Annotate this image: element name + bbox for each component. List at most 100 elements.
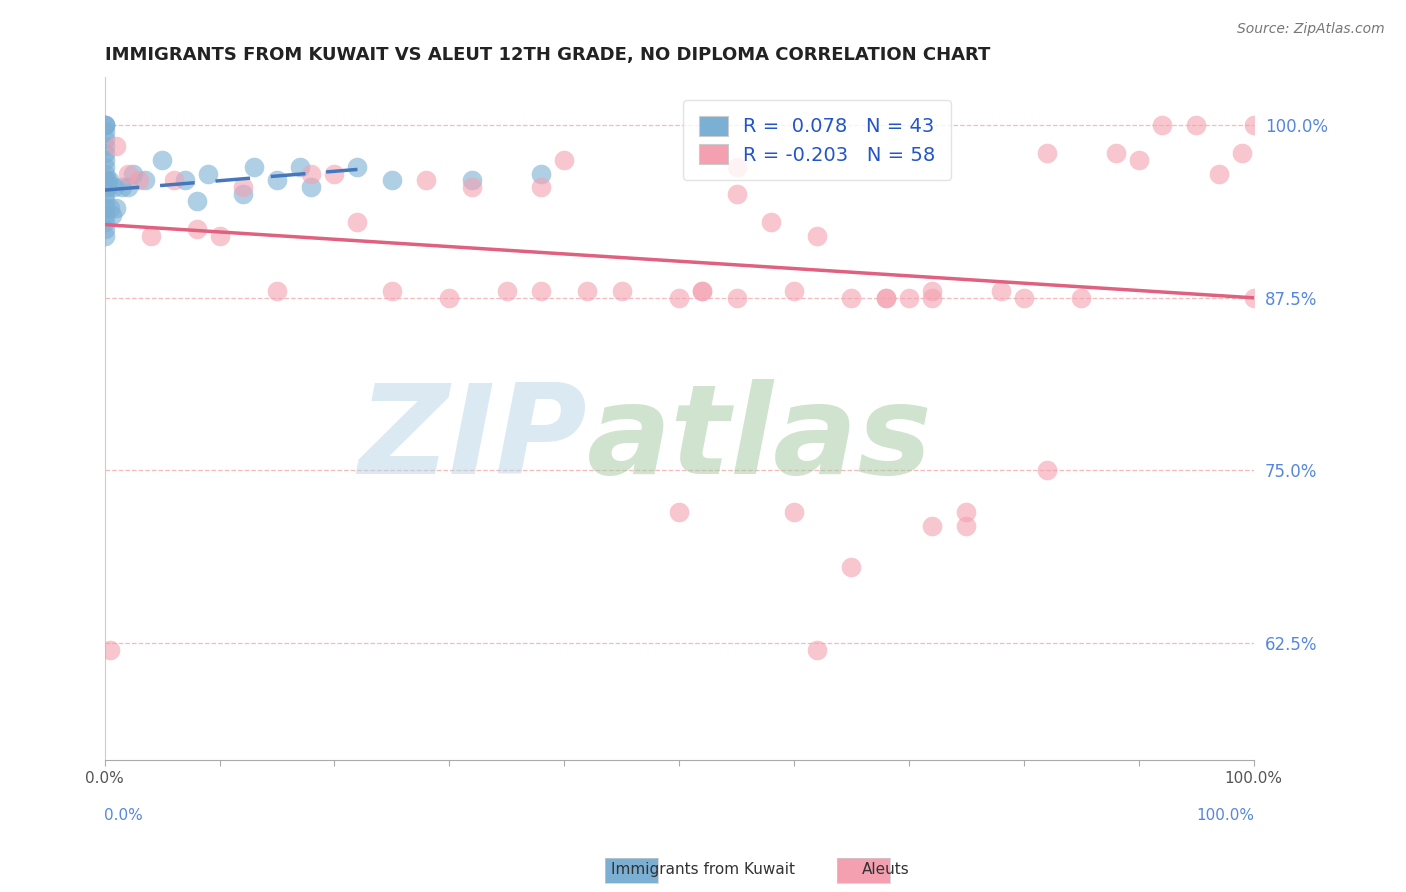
Point (1208, 167, 1230, 181)
Point (162, 173, 184, 187)
Point (186, 221, 208, 235)
Point (439, 291, 461, 305)
Point (93, 208, 115, 222)
Point (93, 145, 115, 160)
Point (1243, 118, 1265, 132)
Point (1150, 118, 1173, 132)
Point (1128, 153, 1150, 167)
Point (93, 228, 115, 243)
Point (93, 221, 115, 235)
Point (93, 187, 115, 202)
Point (1036, 463, 1059, 477)
Point (841, 291, 863, 305)
Point (990, 284, 1012, 298)
Point (806, 643, 828, 657)
Point (955, 505, 977, 519)
Point (208, 228, 231, 243)
Point (266, 173, 288, 187)
Point (93, 167, 115, 181)
Point (1243, 291, 1265, 305)
Text: 100.0%: 100.0% (1197, 808, 1254, 823)
Point (461, 173, 484, 187)
Text: atlas: atlas (588, 378, 934, 500)
Point (93, 160, 115, 174)
Point (921, 518, 943, 533)
Point (134, 173, 156, 187)
Point (288, 160, 311, 174)
Point (381, 284, 404, 298)
Point (105, 139, 128, 153)
Point (610, 284, 633, 298)
Point (93, 118, 115, 132)
Point (93, 180, 115, 194)
Point (725, 160, 748, 174)
Point (461, 180, 484, 194)
Legend: R =  0.078   N = 43, R = -0.203   N = 58: R = 0.078 N = 43, R = -0.203 N = 58 (683, 100, 950, 180)
Point (875, 291, 897, 305)
Point (875, 291, 897, 305)
Point (96, 173, 118, 187)
Point (105, 201, 128, 215)
Point (921, 291, 943, 305)
Point (690, 284, 713, 298)
Point (1070, 291, 1092, 305)
Point (93, 132, 115, 146)
Point (553, 153, 575, 167)
Text: Immigrants from Kuwait: Immigrants from Kuwait (612, 863, 794, 877)
Point (93, 125, 115, 139)
Point (97, 180, 120, 194)
Point (174, 173, 197, 187)
Point (381, 173, 404, 187)
Point (98, 173, 121, 187)
Point (186, 194, 208, 209)
Point (576, 284, 599, 298)
Point (301, 180, 323, 194)
Point (117, 180, 139, 194)
Point (690, 284, 713, 298)
Point (759, 215, 782, 229)
Point (495, 284, 517, 298)
Point (841, 560, 863, 574)
Point (323, 167, 346, 181)
Point (111, 180, 134, 194)
Point (232, 180, 254, 194)
Point (806, 228, 828, 243)
Point (1185, 118, 1208, 132)
Point (346, 215, 368, 229)
Point (1036, 145, 1059, 160)
Point (346, 160, 368, 174)
Point (530, 167, 553, 181)
Point (150, 153, 173, 167)
Point (232, 187, 254, 202)
Point (117, 167, 139, 181)
Text: Aleuts: Aleuts (862, 863, 910, 877)
Point (100, 201, 122, 215)
Point (100, 643, 122, 657)
Point (783, 284, 806, 298)
Point (243, 160, 266, 174)
Point (783, 505, 806, 519)
Point (93, 194, 115, 209)
Point (921, 284, 943, 298)
Text: ZIP: ZIP (359, 378, 588, 500)
Point (530, 284, 553, 298)
Point (100, 208, 122, 222)
Point (93, 201, 115, 215)
Point (1230, 145, 1253, 160)
Point (197, 167, 219, 181)
Point (93, 139, 115, 153)
Text: 0.0%: 0.0% (104, 808, 142, 823)
Point (530, 180, 553, 194)
Point (93, 118, 115, 132)
Point (93, 118, 115, 132)
Point (897, 291, 920, 305)
Point (266, 284, 288, 298)
Point (668, 505, 690, 519)
Point (93, 153, 115, 167)
Point (93, 173, 115, 187)
Point (122, 167, 145, 181)
Text: Source: ZipAtlas.com: Source: ZipAtlas.com (1237, 22, 1385, 37)
Point (103, 180, 125, 194)
Point (128, 173, 150, 187)
Point (301, 167, 323, 181)
